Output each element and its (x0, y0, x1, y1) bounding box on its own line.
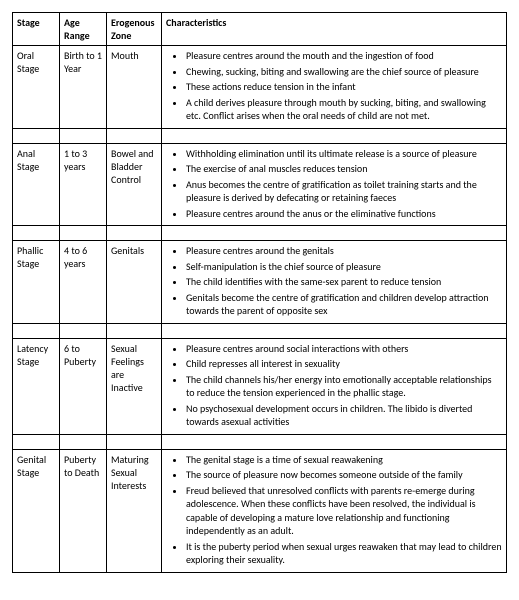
zone-cell: Bowel and Bladder Control (107, 143, 162, 226)
spacer-cell (162, 226, 507, 241)
age-cell: 6 to Puberty (60, 338, 107, 434)
characteristics-list: Withholding elimination until its ultima… (166, 147, 502, 221)
list-item: Child represses all interest in sexualit… (186, 357, 502, 371)
list-item: The exercise of anal muscles reduces ten… (186, 162, 502, 176)
list-item: Withholding elimination until its ultima… (186, 147, 502, 161)
spacer-cell (13, 434, 60, 449)
characteristics-list: The genital stage is a time of sexual re… (166, 453, 502, 567)
age-cell: 1 to 3 years (60, 143, 107, 226)
table-row: Latency Stage6 to PubertySexual Feelings… (13, 338, 507, 434)
list-item: The child identifies with the same-sex p… (186, 275, 502, 289)
spacer-cell (13, 323, 60, 338)
spacer-cell (162, 434, 507, 449)
characteristics-cell: Withholding elimination until its ultima… (162, 143, 507, 226)
spacer-cell (162, 128, 507, 143)
list-item: Anus becomes the centre of gratification… (186, 178, 502, 205)
spacer-cell (162, 323, 507, 338)
stage-cell: Genital Stage (13, 449, 60, 572)
list-item: Pleasure centres around social interacti… (186, 342, 502, 356)
spacer-row (13, 323, 507, 338)
age-cell: 4 to 6 years (60, 241, 107, 324)
zone-cell: Maturing Sexual Interests (107, 449, 162, 572)
characteristics-list: Pleasure centres around the mouth and th… (166, 49, 502, 123)
spacer-cell (60, 323, 107, 338)
spacer-cell (13, 226, 60, 241)
list-item: The child channels his/her energy into e… (186, 373, 502, 400)
zone-cell: Genitals (107, 241, 162, 324)
list-item: These actions reduce tension in the infa… (186, 80, 502, 94)
list-item: Self-manipulation is the chief source of… (186, 260, 502, 274)
table-row: Oral StageBirth to 1 YearMouth Pleasure c… (13, 46, 507, 129)
stage-cell: Oral Stage (13, 46, 60, 129)
zone-cell: Sexual Feelings are Inactive (107, 338, 162, 434)
stage-cell: Phallic Stage (13, 241, 60, 324)
spacer-cell (107, 226, 162, 241)
table-row: Phallic Stage4 to 6 yearsGenitalsPleasur… (13, 241, 507, 324)
stage-cell: Latency Stage (13, 338, 60, 434)
spacer-cell (107, 323, 162, 338)
col-stage: Stage (13, 13, 60, 46)
age-cell: Birth to 1 Year (60, 46, 107, 129)
characteristics-list: Pleasure centres around the genitals Self… (166, 244, 502, 318)
characteristics-list: Pleasure centres around social interacti… (166, 342, 502, 429)
spacer-cell (60, 128, 107, 143)
stage-cell: Anal Stage (13, 143, 60, 226)
characteristics-cell: Pleasure centres around social interacti… (162, 338, 507, 434)
list-item: No psychosexual development occurs in ch… (186, 402, 502, 429)
table-row: Genital StagePuberty to DeathMaturing Se… (13, 449, 507, 572)
spacer-row (13, 128, 507, 143)
table-row: Anal Stage1 to 3 yearsBowel and Bladder … (13, 143, 507, 226)
table-header-row: Stage Age Range Erogenous Zone Character… (13, 13, 507, 46)
list-item: Pleasure centres around the mouth and th… (186, 49, 502, 63)
list-item: Pleasure centres around the anus or the … (186, 207, 502, 221)
list-item: Freud believed that unresolved conflicts… (186, 484, 502, 538)
list-item: Chewing, sucking, biting and swallowing … (186, 65, 502, 79)
age-cell: Puberty to Death (60, 449, 107, 572)
col-age: Age Range (60, 13, 107, 46)
list-item: It is the puberty period when sexual urg… (186, 540, 502, 567)
spacer-cell (107, 434, 162, 449)
spacer-row (13, 226, 507, 241)
spacer-cell (60, 434, 107, 449)
spacer-cell (13, 128, 60, 143)
col-zone: Erogenous Zone (107, 13, 162, 46)
col-char: Characteristics (162, 13, 507, 46)
list-item: Pleasure centres around the genitals (186, 244, 502, 258)
characteristics-cell: Pleasure centres around the genitals Self… (162, 241, 507, 324)
zone-cell: Mouth (107, 46, 162, 129)
list-item: Genitals become the centre of gratificat… (186, 291, 502, 318)
characteristics-cell: The genital stage is a time of sexual re… (162, 449, 507, 572)
list-item: The source of pleasure now becomes someo… (186, 468, 502, 482)
spacer-row (13, 434, 507, 449)
list-item: A child derives pleasure through mouth b… (186, 96, 502, 123)
characteristics-cell: Pleasure centres around the mouth and th… (162, 46, 507, 129)
list-item: The genital stage is a time of sexual re… (186, 453, 502, 467)
psychosexual-stages-table: Stage Age Range Erogenous Zone Character… (12, 12, 507, 573)
spacer-cell (107, 128, 162, 143)
spacer-cell (60, 226, 107, 241)
